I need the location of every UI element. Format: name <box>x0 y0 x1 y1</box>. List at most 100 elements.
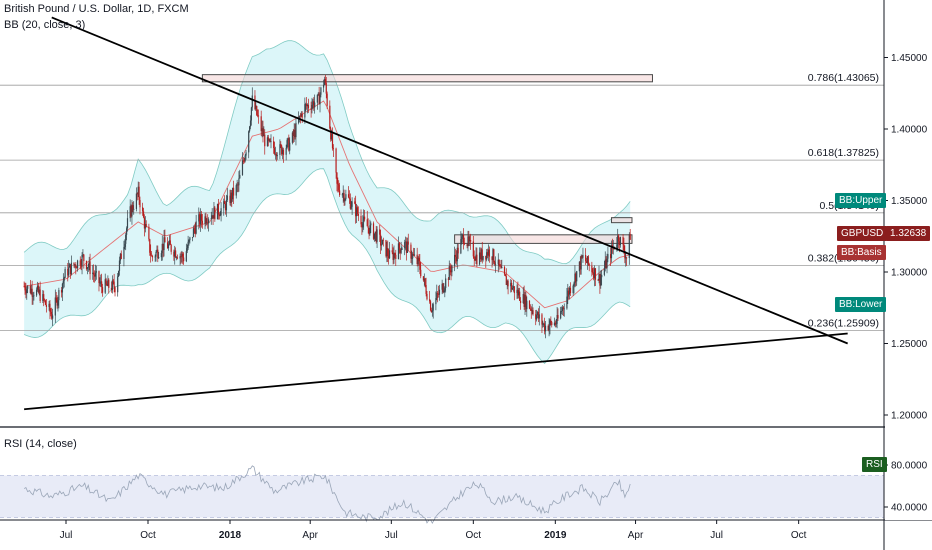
main-price-pane[interactable]: 0.786(1.43065)0.618(1.37825)0.5(1.34140)… <box>0 16 884 411</box>
candle-body <box>386 248 388 257</box>
candle-body <box>52 315 54 319</box>
candle-body <box>576 271 578 282</box>
candle-body <box>517 289 519 296</box>
candle-body <box>239 174 241 179</box>
candle-body <box>93 274 96 277</box>
candle-body <box>325 82 327 94</box>
candle-body <box>556 315 558 324</box>
candle-body <box>76 267 78 269</box>
time-tick-label: Oct <box>140 530 156 541</box>
candle-body <box>82 254 84 256</box>
candle-body <box>156 249 158 252</box>
candle-body <box>306 104 309 107</box>
rsi-pane[interactable] <box>0 465 884 524</box>
candle-body <box>437 293 440 295</box>
candle-body <box>58 290 60 301</box>
candle-body <box>63 277 65 281</box>
candle-body <box>210 218 212 220</box>
candle-body <box>500 265 502 269</box>
candle-body <box>468 236 470 242</box>
candle-body <box>460 239 462 254</box>
candle-body <box>561 307 564 311</box>
candle-body <box>494 262 496 265</box>
candle-body <box>250 107 252 121</box>
candle-body <box>485 255 487 260</box>
candle-body <box>438 289 441 295</box>
candle-body <box>474 258 476 261</box>
candle-body <box>329 105 331 129</box>
candle-body <box>36 285 39 290</box>
candle-body <box>117 270 120 277</box>
candle-body <box>244 155 246 162</box>
candle-body <box>350 206 352 209</box>
candle-body <box>249 126 251 132</box>
candle-body <box>557 315 559 319</box>
candle-body <box>593 272 595 279</box>
candle-body <box>479 252 482 260</box>
candle-body <box>106 283 108 286</box>
trendline-ascending <box>24 332 848 411</box>
candle-body <box>282 149 285 155</box>
candle-body <box>535 314 537 320</box>
candle-body <box>281 149 284 155</box>
candle-body <box>241 160 244 175</box>
candle-body <box>582 254 584 258</box>
candle-body <box>289 142 291 151</box>
candle-body <box>70 262 72 275</box>
candle-body <box>462 235 465 244</box>
candle-body <box>256 105 258 115</box>
candle-body <box>512 286 515 288</box>
last-price-tag: 1.32638 <box>886 226 931 241</box>
candle-body <box>182 253 184 258</box>
candle-body <box>351 201 353 207</box>
candle-body <box>98 271 100 284</box>
candle-body <box>110 287 113 291</box>
candle-body <box>567 290 569 297</box>
candle-body <box>593 268 596 279</box>
fib-level-label: 0.236(1.25909) <box>808 318 879 330</box>
candle-body <box>603 268 605 275</box>
candle-body <box>142 211 145 218</box>
candle-body <box>192 228 195 237</box>
candle-body <box>139 199 141 208</box>
candle-body <box>149 239 151 253</box>
candle-body <box>431 310 433 313</box>
bollinger-band-fill <box>24 40 631 364</box>
candle-body <box>444 288 446 291</box>
candle-body <box>473 256 475 259</box>
candle-body <box>151 256 154 258</box>
candle-body <box>249 120 252 127</box>
candle-body <box>306 103 308 107</box>
candle-body <box>563 308 565 310</box>
candle-body <box>144 224 146 229</box>
candle-body <box>112 280 114 282</box>
candle-body <box>448 266 450 280</box>
candle-body <box>87 266 89 268</box>
candle-body <box>531 310 533 312</box>
candle-body <box>162 243 164 251</box>
resistance-zone <box>454 234 633 244</box>
candle-body <box>255 105 257 109</box>
candle-body <box>617 235 619 245</box>
candle-body <box>569 287 572 294</box>
candle-body <box>628 234 630 259</box>
candle-body <box>207 222 209 224</box>
candle-body <box>273 141 275 148</box>
candle-body <box>505 276 507 286</box>
candle-body <box>183 257 185 262</box>
candle-body <box>601 274 603 278</box>
candle-body <box>238 178 240 186</box>
candle-body <box>574 273 576 283</box>
candle-body <box>220 208 222 216</box>
candle-body <box>476 254 478 265</box>
candle-body <box>298 119 300 123</box>
candle-body <box>83 254 85 262</box>
candle-body <box>85 261 88 270</box>
candle-body <box>176 257 179 259</box>
candle-body <box>154 256 156 258</box>
price-tick-label: 1.45000 <box>891 53 928 64</box>
candle-body <box>450 270 452 273</box>
candle-body <box>544 323 546 332</box>
candle-body <box>553 322 556 326</box>
